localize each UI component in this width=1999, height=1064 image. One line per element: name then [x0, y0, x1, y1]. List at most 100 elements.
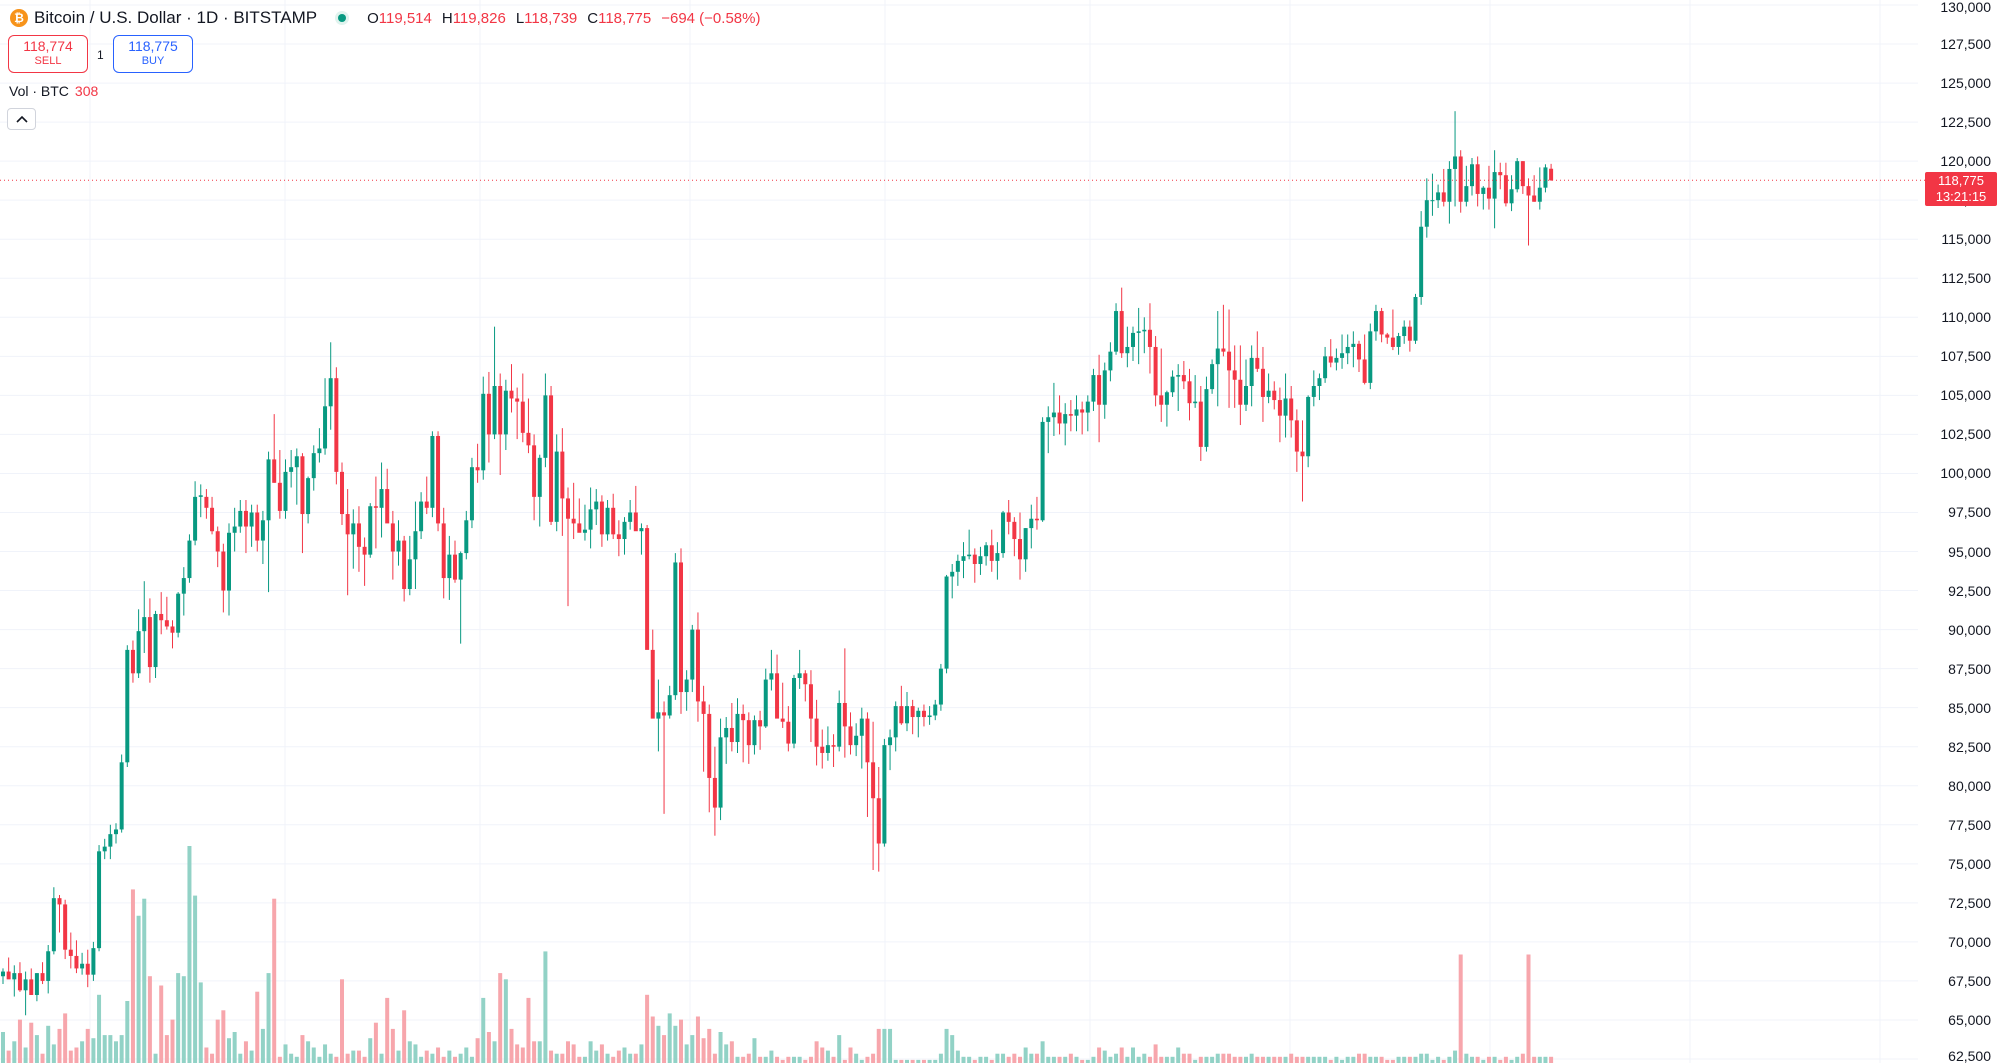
volume-bar	[430, 1053, 435, 1063]
volume-bar	[328, 1053, 333, 1063]
candle	[1181, 361, 1186, 390]
volume-bar	[198, 982, 203, 1063]
candle-body	[1464, 186, 1469, 202]
candle-body	[351, 523, 356, 535]
candle	[1012, 517, 1017, 557]
candle	[978, 546, 983, 575]
price-tick-label: 92,500	[1948, 582, 1991, 599]
volume-legend[interactable]: Vol · BTC 308	[9, 83, 98, 99]
candle	[1424, 178, 1429, 238]
candle	[1294, 409, 1299, 472]
candle-body	[1385, 334, 1390, 338]
candle	[12, 965, 17, 997]
candle	[198, 484, 203, 518]
candle	[323, 378, 328, 455]
volume-bar	[441, 1056, 446, 1063]
candle	[1447, 161, 1452, 224]
volume-bar	[373, 1022, 378, 1063]
volume-bar	[1108, 1056, 1113, 1063]
candle-body	[136, 631, 141, 674]
volume-bar	[277, 1056, 282, 1063]
candle-body	[554, 451, 559, 522]
volume-bar	[639, 1044, 644, 1063]
candle	[63, 899, 68, 960]
volume-bar	[1475, 1056, 1480, 1063]
candle-body	[1255, 357, 1260, 369]
price-tick-label: 82,500	[1948, 738, 1991, 755]
volume-bar	[40, 1053, 45, 1063]
candle	[1260, 346, 1265, 422]
candle	[475, 443, 480, 483]
volume-bar	[520, 1047, 525, 1063]
candle-body	[1498, 172, 1503, 176]
volume-bar	[1413, 1056, 1418, 1063]
candle	[272, 414, 277, 483]
volume-bar	[718, 1032, 723, 1063]
candle	[724, 717, 729, 764]
candle-body	[1080, 409, 1085, 413]
candle	[1221, 304, 1226, 357]
price-tick-label: 125,000	[1940, 75, 1991, 92]
low-key: L	[515, 9, 525, 27]
buy-button[interactable]: 118,775 BUY	[113, 35, 193, 73]
volume-bar	[1430, 1059, 1435, 1063]
volume-bar	[424, 1050, 429, 1063]
volume-bar	[1249, 1053, 1254, 1063]
market-status-icon[interactable]	[335, 11, 350, 25]
candle-body	[509, 390, 514, 399]
volume-bar	[1537, 1056, 1542, 1063]
candle	[1046, 406, 1051, 454]
candle	[1125, 326, 1130, 368]
candle-body	[1351, 343, 1356, 347]
candle	[989, 529, 994, 572]
candle-body	[1453, 156, 1458, 169]
bar-countdown: 13:21:15	[1935, 189, 1987, 204]
candle-body	[1340, 353, 1345, 358]
candle-body	[1300, 451, 1305, 457]
candle	[876, 767, 881, 872]
candle-body	[187, 540, 192, 579]
candle	[311, 445, 316, 491]
candle	[1249, 345, 1254, 407]
candle	[972, 548, 977, 583]
candle	[967, 529, 972, 560]
volume-bar	[1159, 1056, 1164, 1063]
volume-bar	[684, 1044, 689, 1063]
volume-bar	[910, 1059, 915, 1063]
candle	[108, 824, 113, 860]
volume-bar	[289, 1053, 294, 1063]
volume-bar	[961, 1056, 966, 1063]
volume-bar	[594, 1050, 599, 1063]
candle-body	[1176, 375, 1181, 377]
candle-body	[842, 702, 847, 727]
ohlc-values: O119,514 H119,826 L118,739 C118,775	[367, 10, 651, 27]
candle-body	[164, 620, 169, 627]
candle-body	[255, 512, 260, 541]
sell-button[interactable]: 118,774 SELL	[8, 35, 88, 73]
volume-bar	[503, 979, 508, 1063]
candle	[1277, 387, 1282, 443]
candle	[1311, 370, 1316, 407]
candle-body	[650, 649, 655, 719]
candle	[1543, 164, 1548, 193]
candle-body	[1277, 400, 1282, 416]
candle	[1193, 375, 1198, 408]
candle-body	[266, 459, 271, 521]
candle	[356, 506, 361, 572]
candle	[611, 493, 616, 540]
volume-bar	[1114, 1053, 1119, 1063]
volume-bar	[1492, 1056, 1497, 1063]
volume-label: Vol · BTC	[9, 83, 69, 99]
candle	[430, 431, 435, 518]
candle-body	[594, 501, 599, 510]
candle	[142, 581, 147, 654]
candle	[215, 526, 220, 568]
collapse-legend-button[interactable]	[7, 108, 36, 130]
volume-bar	[91, 1038, 96, 1063]
volume-bar	[989, 1059, 994, 1063]
symbol-title[interactable]: Bitcoin / U.S. Dollar · 1D · BITSTAMP	[34, 8, 318, 27]
volume-bar	[921, 1059, 926, 1063]
candle	[1328, 339, 1333, 368]
candle-body	[989, 545, 994, 561]
